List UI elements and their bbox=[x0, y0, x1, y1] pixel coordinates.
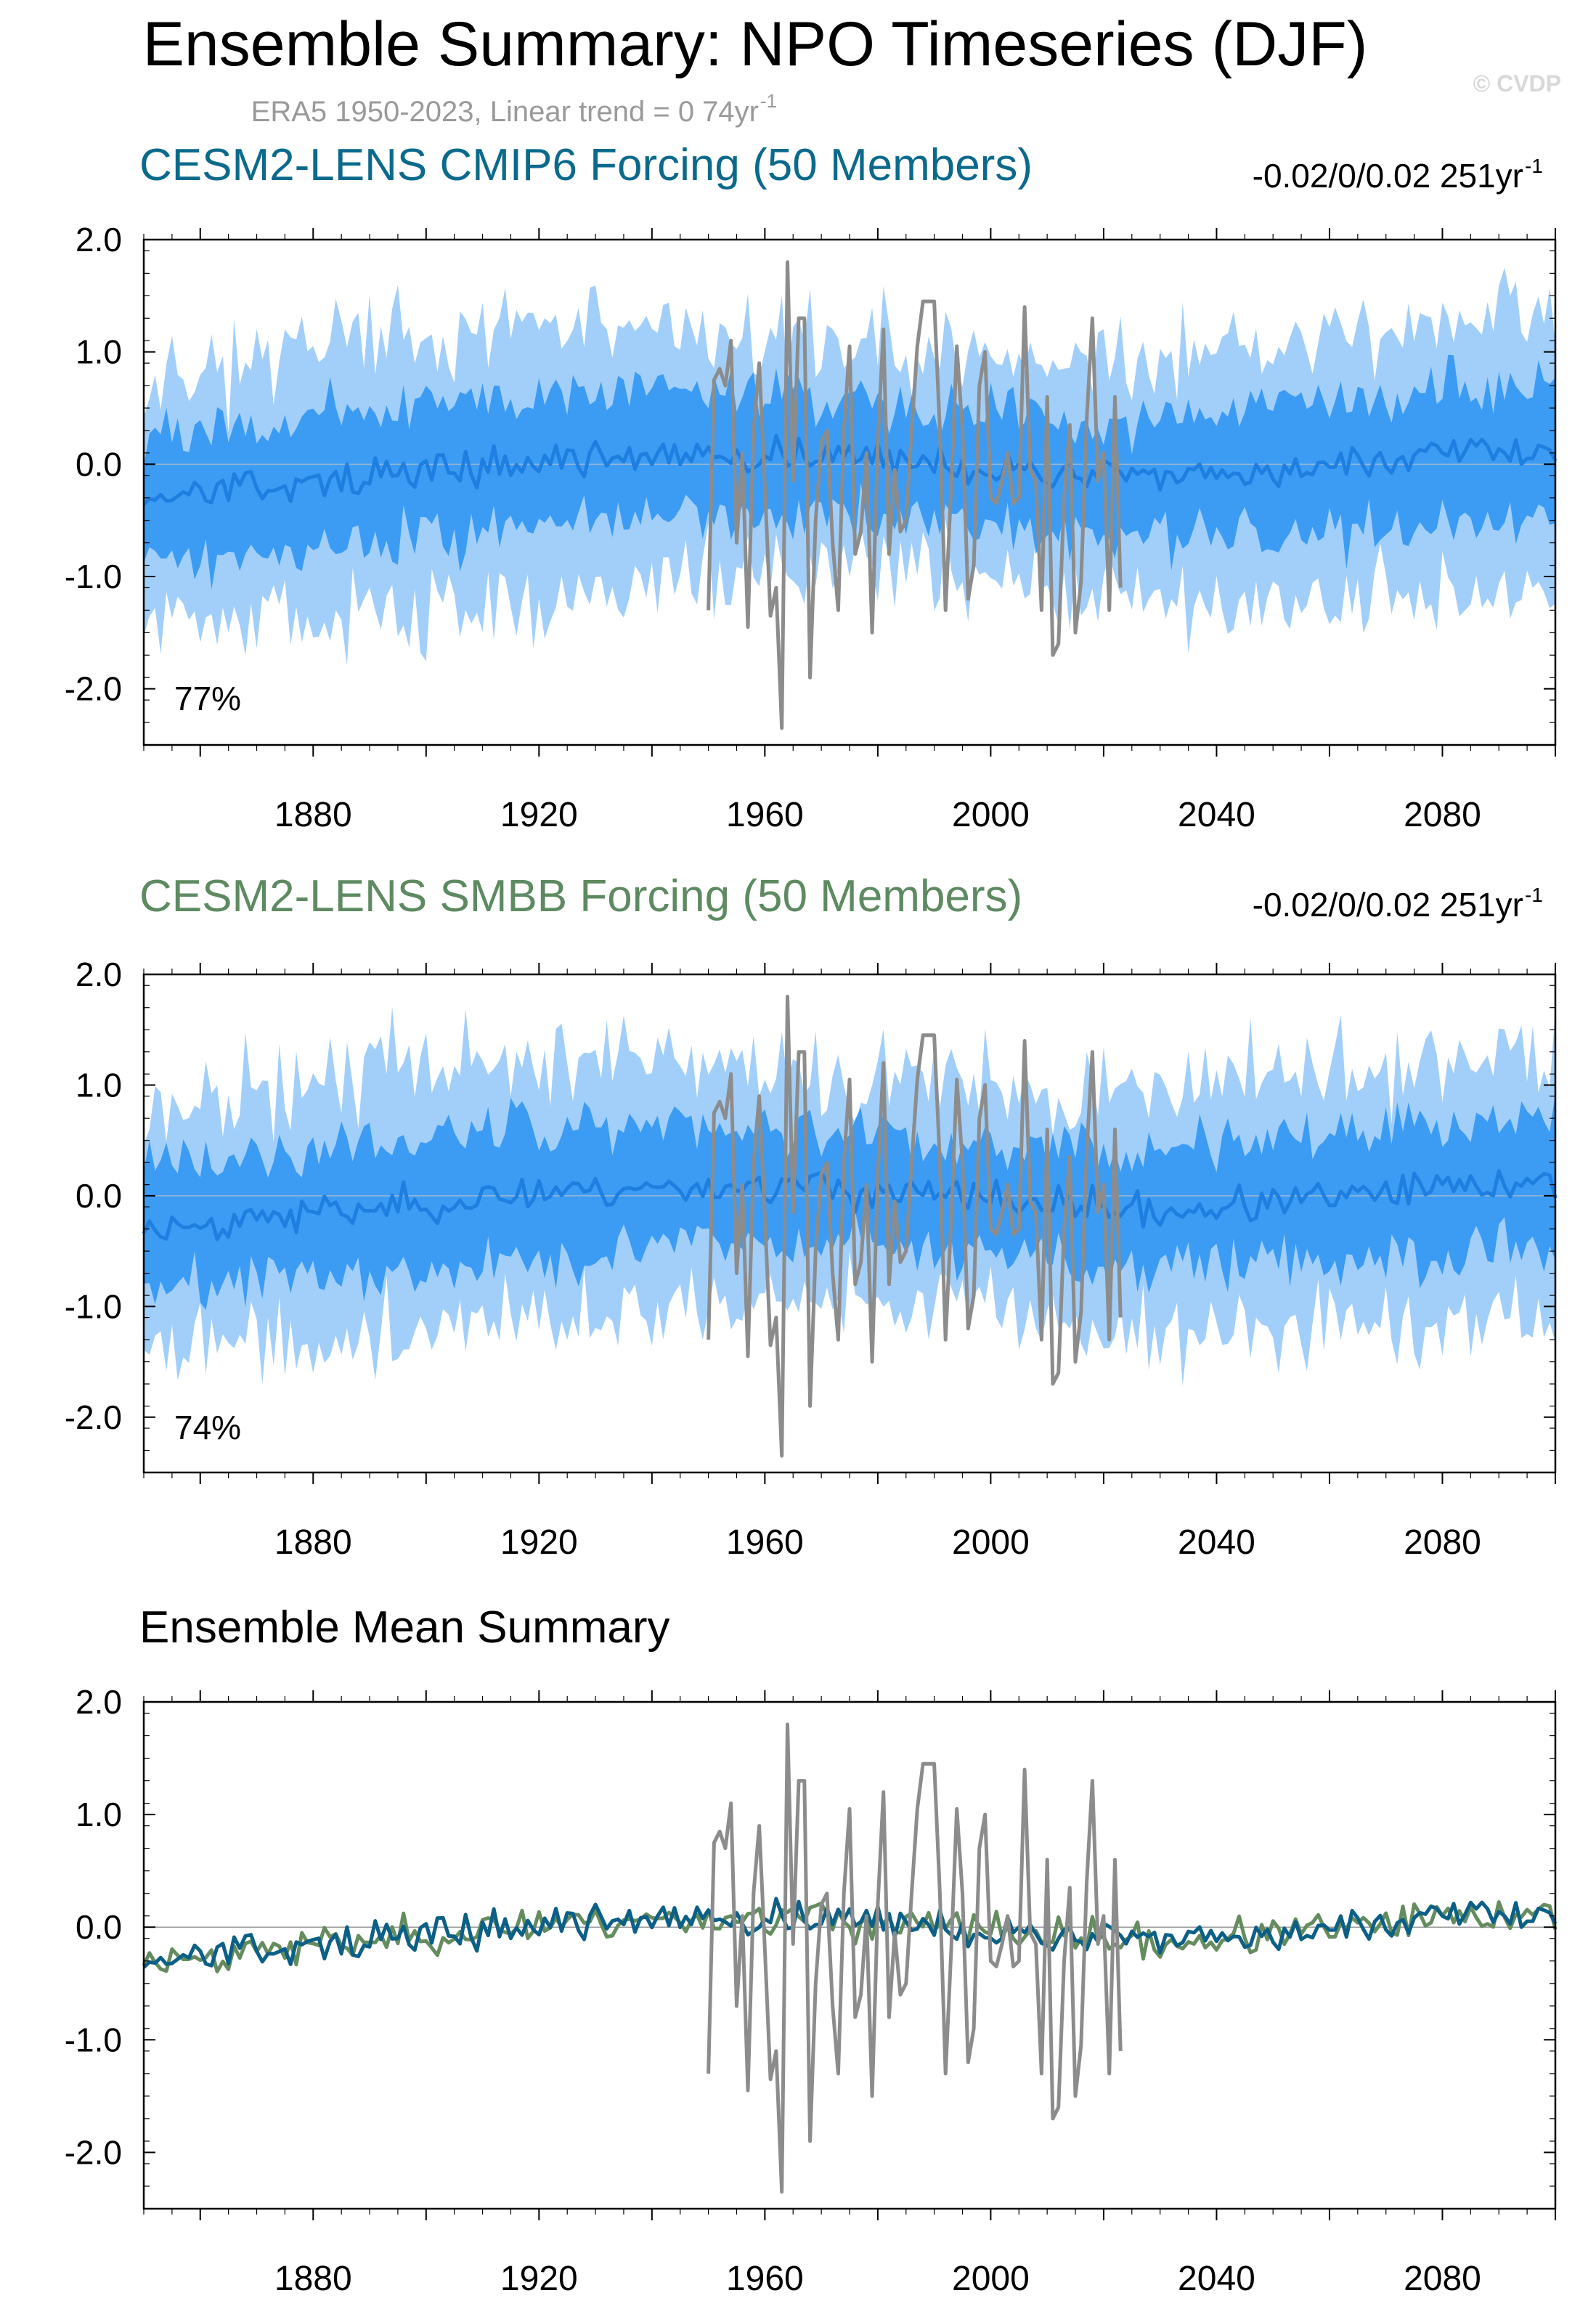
cvdp-watermark: © CVDP bbox=[1473, 70, 1561, 97]
xtick-label-1-4: 2040 bbox=[1178, 1523, 1255, 1562]
chart-0: -2.0 -1.0 0.0 1.0 2.0 1880 1920 1960 2000 2040 208… bbox=[65, 221, 1558, 834]
xtick-label-1-3: 2000 bbox=[952, 1523, 1030, 1562]
xtick-label-0-2: 1960 bbox=[726, 796, 804, 834]
ytick-label-1-1: -1.0 bbox=[65, 1287, 122, 1325]
inner-band-1 bbox=[144, 1093, 1555, 1311]
ytick-label-2-3: 1.0 bbox=[76, 1796, 122, 1833]
ytick-label-0-0: -2.0 bbox=[65, 670, 122, 708]
xtick-label-2-1: 1920 bbox=[500, 2260, 578, 2298]
xtick-label-2-2: 1960 bbox=[726, 2260, 804, 2298]
chart-2: -2.0 -1.0 0.0 1.0 2.0 1880 1920 1960 2000 2040 208… bbox=[65, 1683, 1558, 2298]
xtick-label-2-3: 2000 bbox=[952, 2260, 1030, 2298]
ytick-label-0-3: 1.0 bbox=[76, 333, 122, 371]
xtick-label-1-0: 1880 bbox=[274, 1523, 352, 1562]
percent-label-smbb: 74% bbox=[174, 1409, 241, 1446]
xtick-label-1-2: 1960 bbox=[726, 1523, 804, 1562]
xtick-label-1-5: 2080 bbox=[1404, 1523, 1481, 1562]
trend-label-cmip6-superscript: -1 bbox=[1525, 155, 1543, 177]
percent-label-cmip6: 77% bbox=[174, 680, 241, 717]
xtick-label-0-0: 1880 bbox=[274, 796, 352, 834]
cmip6-mean-line bbox=[142, 1897, 1558, 1969]
ytick-label-1-4: 2.0 bbox=[76, 956, 122, 993]
xtick-label-0-4: 2040 bbox=[1178, 796, 1255, 834]
figure-title: Ensemble Summary: NPO Timeseries (DJF) bbox=[143, 9, 1368, 79]
xtick-label-2-0: 1880 bbox=[274, 2260, 352, 2298]
ytick-label-0-1: -1.0 bbox=[65, 558, 122, 595]
xtick-label-0-3: 2000 bbox=[952, 796, 1030, 834]
ensemble-mean-line-0 bbox=[142, 433, 1558, 506]
ytick-label-2-4: 2.0 bbox=[76, 1683, 122, 1721]
panel-cmip6: CESM2-LENS CMIP6 Forcing (50 Members) -0… bbox=[139, 140, 1543, 717]
ensemble-mean-line-1 bbox=[142, 1169, 1558, 1242]
era5-obs-line-2 bbox=[707, 1722, 1123, 2194]
panel-title-cmip6: CESM2-LENS CMIP6 Forcing (50 Members) bbox=[139, 140, 1033, 190]
ytick-label-2-0: -2.0 bbox=[65, 2133, 122, 2171]
trend-label-smbb-superscript: -1 bbox=[1525, 884, 1543, 906]
era5-obs-line-0 bbox=[707, 260, 1123, 730]
xtick-label-2-5: 2080 bbox=[1404, 2260, 1481, 2298]
ytick-label-2-2: 0.0 bbox=[76, 1908, 122, 1946]
panel-mean: Ensemble Mean Summary bbox=[139, 1602, 670, 1653]
panel-smbb: CESM2-LENS SMBB Forcing (50 Members) -0.… bbox=[139, 871, 1543, 1446]
figure-subtitle: ERA5 1950-2023, Linear trend = 0 74yr bbox=[251, 96, 759, 128]
era5-obs-line-1 bbox=[707, 995, 1123, 1458]
inner-band-0 bbox=[144, 354, 1555, 590]
xtick-label-0-1: 1920 bbox=[500, 796, 578, 834]
xtick-label-1-1: 1920 bbox=[500, 1523, 578, 1562]
xtick-label-2-4: 2040 bbox=[1178, 2260, 1255, 2298]
ytick-label-0-4: 2.0 bbox=[76, 221, 122, 258]
trend-label-cmip6: -0.02/0/0.02 251yr bbox=[1253, 157, 1523, 195]
ytick-label-0-2: 0.0 bbox=[76, 445, 122, 483]
ytick-label-2-1: -1.0 bbox=[65, 2021, 122, 2058]
figure-subtitle-superscript: -1 bbox=[760, 90, 777, 112]
ytick-label-1-0: -2.0 bbox=[65, 1398, 122, 1436]
panel-title-smbb: CESM2-LENS SMBB Forcing (50 Members) bbox=[139, 871, 1022, 921]
chart-1: -2.0 -1.0 0.0 1.0 2.0 1880 1920 1960 2000 2040 208… bbox=[65, 956, 1558, 1562]
panel-title-mean: Ensemble Mean Summary bbox=[139, 1602, 670, 1653]
xtick-label-0-5: 2080 bbox=[1404, 796, 1481, 834]
trend-label-smbb: -0.02/0/0.02 251yr bbox=[1253, 886, 1523, 924]
ytick-label-1-2: 0.0 bbox=[76, 1177, 122, 1215]
ytick-label-1-3: 1.0 bbox=[76, 1066, 122, 1104]
